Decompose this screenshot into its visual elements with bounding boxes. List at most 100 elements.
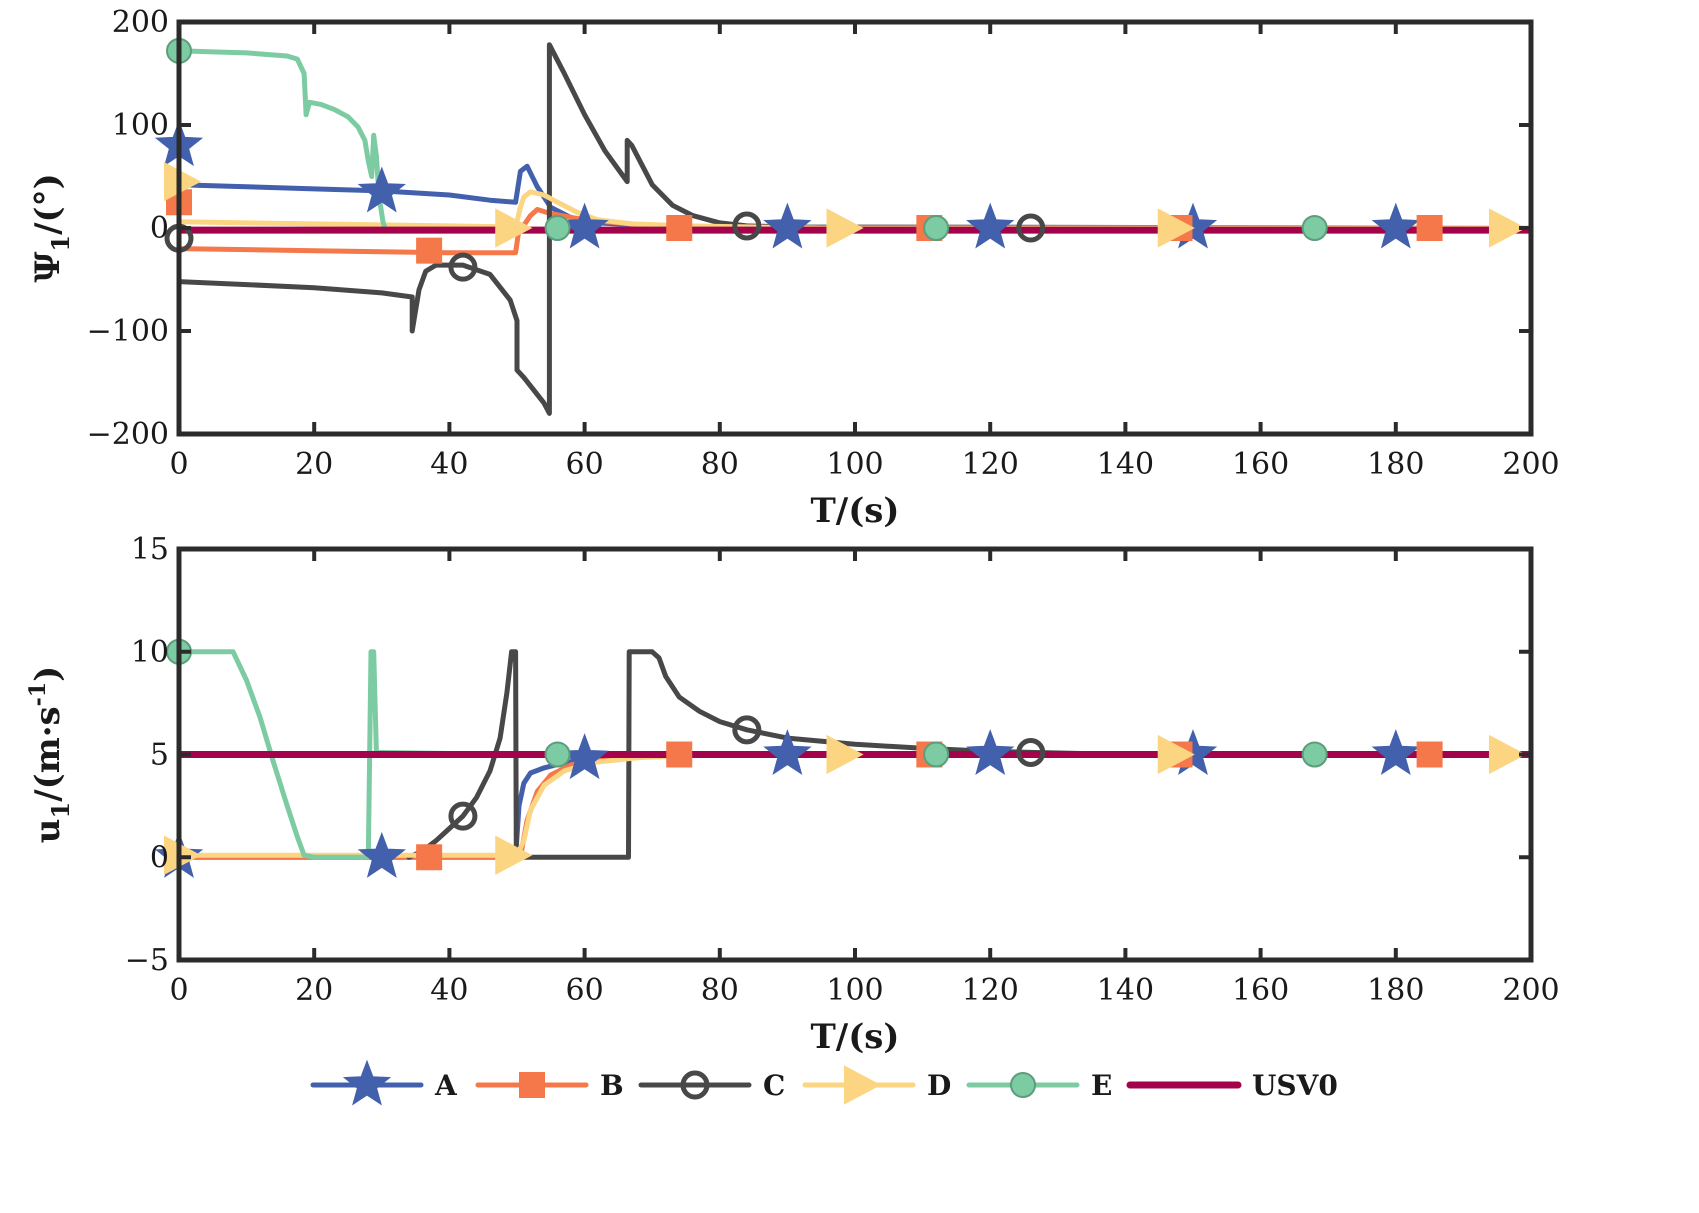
marker-D-2 [826, 734, 864, 775]
marker-A-1 [357, 166, 406, 213]
marker-D-1 [495, 835, 533, 875]
marker-D-4 [1488, 208, 1527, 248]
y-axis-title-main: Ψ [28, 252, 68, 283]
marker-D-0 [164, 835, 202, 875]
x-tick-label: 120 [962, 447, 1019, 482]
marker-B-4 [1416, 741, 1443, 768]
legend-marker-D [844, 1065, 882, 1105]
x-tick-label: 60 [566, 973, 604, 1008]
series-line-E [179, 48, 389, 233]
marker-E-2 [923, 741, 950, 768]
x-tick-label: 40 [430, 973, 468, 1008]
x-tick-label: 140 [1097, 447, 1154, 482]
legend-label-B: B [600, 1069, 624, 1102]
x-tick-label: 160 [1232, 973, 1289, 1008]
y-tick-label: −200 [87, 417, 169, 452]
legend-label-A: A [434, 1069, 458, 1102]
x-tick-label: 120 [962, 973, 1019, 1008]
marker-E-1 [544, 215, 571, 241]
x-tick-label: 160 [1232, 447, 1289, 482]
marker-B-1 [416, 237, 443, 264]
y-tick-label: 100 [112, 108, 169, 143]
y-tick-label: 0 [150, 840, 169, 875]
marker-A-3 [763, 729, 812, 776]
legend-marker-E [1010, 1072, 1036, 1098]
series-line-C [406, 649, 1531, 860]
x-axis-title: T/(s) [810, 491, 899, 531]
marker-D-3 [1157, 208, 1195, 248]
legend-item-D: D [802, 1065, 951, 1105]
y-axis-title-sub: 1 [46, 802, 75, 819]
y-tick-label: 10 [131, 635, 169, 670]
y-tick-label: 200 [112, 5, 169, 40]
x-tick-label: 20 [295, 973, 333, 1008]
legend-label-C: C [763, 1069, 785, 1102]
y-tick-label: 5 [150, 738, 169, 773]
marker-A-4 [966, 202, 1015, 249]
marker-A-6 [1371, 729, 1420, 776]
marker-A-6 [1371, 202, 1420, 249]
x-tick-label: 60 [566, 447, 604, 482]
marker-C-1 [732, 715, 762, 745]
legend-item-C: C [638, 1069, 785, 1102]
chart-bottom: 0 20 40 60 80 100 120 140 160 180 200−5051015T/(s)… [25, 532, 1560, 1057]
marker-C-1 [448, 252, 478, 282]
x-tick-label: 0 [169, 973, 188, 1008]
legend-item-E: E [966, 1069, 1112, 1102]
x-tick-label: 80 [701, 447, 739, 482]
x-tick-label: 180 [1367, 973, 1424, 1008]
marker-D-4 [1488, 734, 1527, 775]
marker-B-5 [1416, 215, 1443, 241]
y-axis-title: Ψ1/(°) [28, 173, 75, 282]
x-tick-label: 200 [1502, 447, 1559, 482]
marker-D-3 [1157, 734, 1195, 775]
y-axis-title-main: u [28, 818, 68, 843]
x-tick-label: 80 [701, 973, 739, 1008]
x-tick-label: 0 [169, 447, 188, 482]
y-axis-title-end: ) [28, 666, 68, 682]
marker-B-0 [416, 844, 443, 871]
legend-item-USV0: USV0 [1126, 1069, 1338, 1102]
marker-C-0 [448, 801, 478, 831]
y-axis-title-sup: -1 [25, 682, 51, 706]
legend-label-USV0: USV0 [1252, 1069, 1338, 1102]
legend-marker-A [342, 1059, 392, 1106]
marker-group [154, 638, 1527, 878]
legend-marker-B [519, 1072, 545, 1098]
y-tick-label: 0 [150, 211, 169, 246]
y-axis-title: u1/(m·s-1) [25, 666, 75, 843]
marker-E-3 [1301, 215, 1328, 241]
marker-D-2 [826, 208, 864, 248]
marker-A-3 [763, 202, 812, 249]
x-tick-label: 20 [295, 447, 333, 482]
x-tick-label: 180 [1367, 447, 1424, 482]
legend-item-A: A [310, 1059, 458, 1106]
y-tick-label: 15 [131, 532, 169, 567]
x-tick-label: 40 [430, 447, 468, 482]
y-tick-label: −5 [125, 943, 169, 978]
marker-A-4 [966, 729, 1015, 776]
marker-B-1 [666, 741, 693, 768]
chart-top: 0 20 40 60 80 100 120 140 160 180 200 −200 −100 0 100 2… [28, 5, 1560, 531]
y-axis-title-tail: /(m·s [28, 706, 68, 801]
marker-A-1 [357, 831, 406, 878]
legend-item-B: B [475, 1069, 624, 1102]
series-line-C [179, 42, 1531, 416]
marker-B-2 [666, 215, 693, 241]
marker-D-1 [495, 208, 533, 248]
x-tick-label: 100 [826, 447, 883, 482]
x-axis-title: T/(s) [810, 1017, 899, 1057]
x-tick-label: 140 [1097, 973, 1154, 1008]
marker-C-2 [1016, 737, 1046, 767]
y-axis-title-sub: 1 [46, 235, 75, 252]
y-axis-title-tail: /(°) [28, 173, 68, 235]
marker-D-0 [164, 161, 202, 202]
marker-E-1 [544, 741, 571, 768]
marker-C-3 [1016, 213, 1046, 243]
legend-marker-C [680, 1070, 710, 1100]
legend-label-D: D [927, 1069, 951, 1102]
legend: A B C D E USV0 [310, 1059, 1338, 1106]
x-tick-label: 100 [826, 973, 883, 1008]
